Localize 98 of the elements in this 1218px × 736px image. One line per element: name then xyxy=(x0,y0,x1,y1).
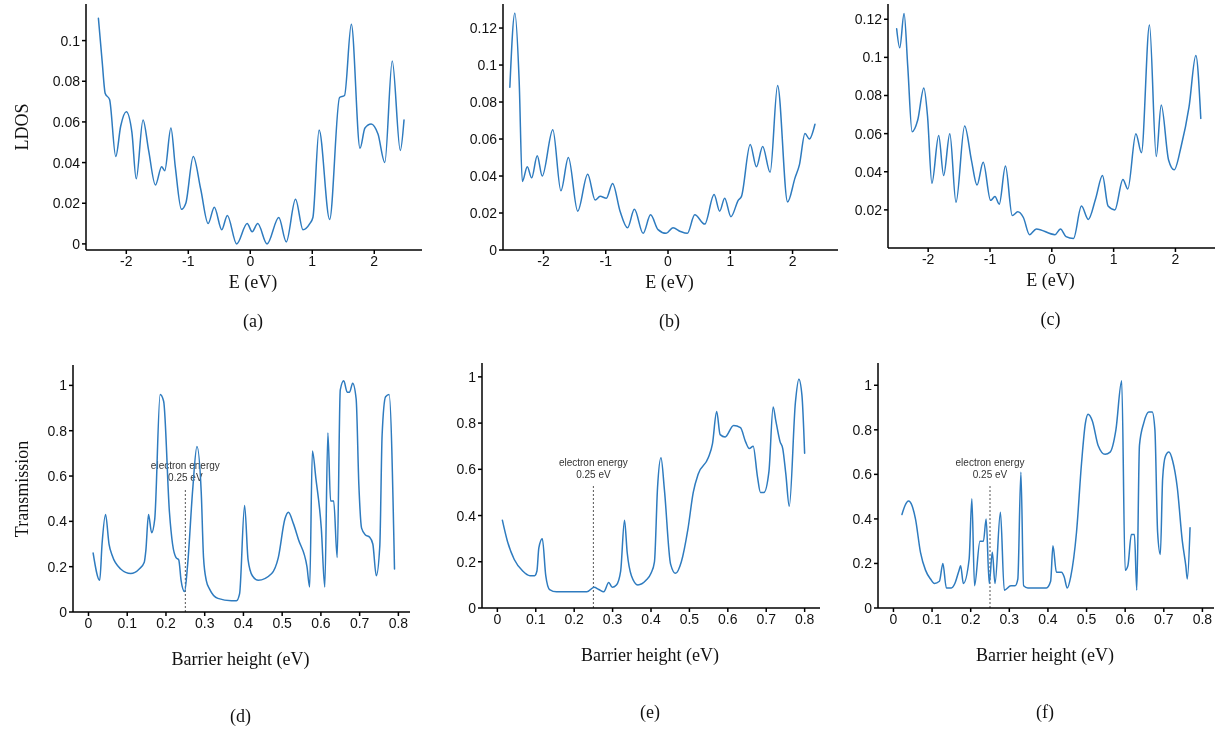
y-tick-label: 0.2 xyxy=(852,555,873,572)
y-tick-label: 0.02 xyxy=(469,204,498,221)
x-tick-label: -2 xyxy=(921,250,935,267)
y-tick-label: 0.8 xyxy=(852,421,873,438)
y-tick-label: 0.04 xyxy=(469,167,498,184)
y-tick-label: 0.4 xyxy=(456,507,477,524)
x-tick-label: 0.4 xyxy=(1038,610,1058,627)
x-axis-title: Barrier height (eV) xyxy=(170,649,311,670)
x-tick-label: 0 xyxy=(1047,250,1056,267)
y-axis-title: Transmission xyxy=(11,440,33,537)
line-series xyxy=(901,380,1191,591)
text: (a) xyxy=(242,311,264,332)
x-axis-title: Barrier height (eV) xyxy=(975,645,1115,666)
y-axis-title: LDOS xyxy=(11,103,33,151)
x-tick-label: 0 xyxy=(246,252,255,269)
x-tick-label: -1 xyxy=(599,252,613,269)
y-tick-label: 0.8 xyxy=(456,415,477,432)
line-series xyxy=(97,17,405,245)
x-tick-label: 0.2 xyxy=(156,614,176,631)
x-tick-label: 0.2 xyxy=(960,610,981,627)
x-tick-label: 0.3 xyxy=(999,610,1020,627)
y-tick-label: 0.12 xyxy=(469,20,498,37)
line-series xyxy=(501,378,806,593)
x-tick-label: 0.3 xyxy=(602,610,623,627)
text: (d) xyxy=(229,706,252,727)
y-tick-label: 0.02 xyxy=(854,201,883,218)
x-tick-label: 0.6 xyxy=(311,614,331,631)
text: (f) xyxy=(1035,702,1055,723)
x-tick-label: 0 xyxy=(889,610,898,627)
line-series xyxy=(92,380,396,602)
x-tick-label: 0.8 xyxy=(388,614,409,631)
x-tick-label: 0.1 xyxy=(117,614,138,631)
x-tick-label: 2 xyxy=(370,252,379,269)
x-axis-title: E (eV) xyxy=(227,272,279,293)
y-tick-label: 0.8 xyxy=(47,422,68,439)
line-series xyxy=(895,12,1202,240)
x-tick-label: 0.7 xyxy=(756,610,777,627)
x-tick-label: 1 xyxy=(1109,250,1118,267)
y-tick-label: 0 xyxy=(864,599,873,616)
y-tick-label: 0.12 xyxy=(854,11,883,28)
y-tick-label: 1 xyxy=(59,377,68,394)
x-axis-title: Barrier height (eV) xyxy=(580,645,720,666)
x-axis-title: E (eV) xyxy=(644,272,695,293)
x-tick-label: 0.2 xyxy=(564,610,585,627)
x-tick-label: 0.8 xyxy=(794,610,815,627)
x-tick-label: -2 xyxy=(537,252,550,269)
line-series xyxy=(509,12,816,235)
x-tick-label: 0.6 xyxy=(1115,610,1136,627)
y-tick-label: 0 xyxy=(468,599,477,616)
y-tick-label: 0 xyxy=(72,235,81,252)
y-tick-label: 0.2 xyxy=(47,558,68,575)
x-axis-title: E (eV) xyxy=(1025,270,1076,291)
x-tick-label: 0.4 xyxy=(641,610,661,627)
x-tick-label: -2 xyxy=(120,252,133,269)
y-tick-label: 0.06 xyxy=(469,130,498,147)
x-tick-label: 0.8 xyxy=(1192,610,1213,627)
ref-line-label: electron energy 0.25 eV xyxy=(955,456,1025,480)
y-tick-label: 0.04 xyxy=(854,163,883,180)
y-tick-label: 0.1 xyxy=(862,49,883,66)
x-tick-label: 0.1 xyxy=(922,610,943,627)
y-tick-label: 0.6 xyxy=(456,461,477,478)
y-tick-label: 0.1 xyxy=(477,57,498,74)
x-tick-label: 0 xyxy=(664,252,673,269)
y-tick-label: 0.6 xyxy=(47,468,68,485)
x-tick-label: 0.5 xyxy=(679,610,700,627)
text: (e) xyxy=(639,702,661,723)
y-tick-label: 0.06 xyxy=(854,125,883,142)
y-tick-label: 0.6 xyxy=(852,466,873,483)
y-tick-label: 0.08 xyxy=(854,87,883,104)
y-tick-label: 0.4 xyxy=(47,513,68,530)
x-tick-label: 0.7 xyxy=(349,614,370,631)
x-tick-label: 1 xyxy=(726,252,735,269)
x-tick-label: 2 xyxy=(1171,250,1180,267)
x-tick-label: 0.7 xyxy=(1154,610,1174,627)
x-tick-label: 0.5 xyxy=(1076,610,1097,627)
x-tick-label: 0.4 xyxy=(233,614,254,631)
x-tick-label: -1 xyxy=(182,252,195,269)
x-tick-label: 0.6 xyxy=(718,610,738,627)
text: (b) xyxy=(658,311,681,332)
x-tick-label: 0.3 xyxy=(194,614,215,631)
y-tick-label: 1 xyxy=(864,377,873,394)
y-tick-label: 0.02 xyxy=(52,195,81,212)
text: (c) xyxy=(1039,309,1062,330)
x-tick-label: -1 xyxy=(983,250,997,267)
y-tick-label: 0.1 xyxy=(60,32,81,49)
y-tick-label: 0.4 xyxy=(852,510,873,527)
y-tick-label: 0.06 xyxy=(52,113,81,130)
y-tick-label: 1 xyxy=(468,368,477,385)
x-tick-label: 0.1 xyxy=(526,610,546,627)
y-tick-label: 0.2 xyxy=(456,553,477,570)
x-tick-label: 0.5 xyxy=(272,614,293,631)
x-tick-label: 1 xyxy=(308,252,317,269)
y-tick-label: 0.08 xyxy=(52,73,81,90)
y-tick-label: 0.08 xyxy=(469,94,498,110)
x-tick-label: 0 xyxy=(84,614,93,631)
x-tick-label: 2 xyxy=(788,252,797,269)
y-tick-label: 0.04 xyxy=(52,154,81,171)
ref-line-label: electron energy 0.25 eV xyxy=(558,456,628,480)
